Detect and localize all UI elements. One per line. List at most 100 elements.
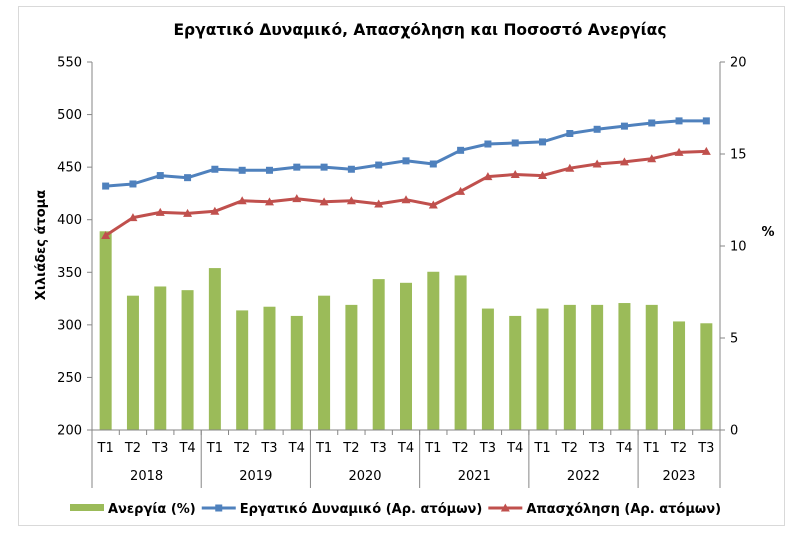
unemployment-bar [427, 271, 440, 430]
unemployment-bar [208, 268, 221, 430]
employment-marker [538, 171, 548, 180]
labour-force-marker [102, 182, 110, 190]
unemployment-bar [645, 304, 658, 430]
employment-marker [619, 157, 629, 166]
employment-marker [101, 230, 111, 239]
year-label: 2023 [662, 469, 695, 484]
x-tick-label: T1 [97, 441, 114, 456]
employment-marker [346, 196, 356, 205]
employment-marker [428, 200, 438, 209]
y-axis-title: Χιλιάδες άτομα [34, 190, 49, 300]
labour-force-marker [457, 146, 465, 154]
x-tick-label: T2 [451, 441, 468, 456]
labour-force-marker [429, 160, 437, 168]
unemployment-bar [509, 315, 522, 430]
labour-force-marker [702, 117, 710, 125]
x-tick-label: T2 [342, 441, 359, 456]
employment-marker [401, 195, 411, 204]
x-tick-label: T1 [315, 441, 332, 456]
labour-force-line [105, 119, 707, 188]
employment-marker [701, 146, 711, 155]
y2-tick-label: 15 [730, 148, 747, 163]
y-tick-label: 350 [57, 266, 82, 281]
unemployment-bar [454, 275, 467, 430]
labour-force-marker [539, 138, 547, 146]
unemployment-bar [700, 323, 713, 430]
legend-item-2-marker [500, 503, 510, 512]
employment-marker [456, 186, 466, 195]
lines-layer [101, 117, 711, 239]
unemployment-bar [591, 304, 604, 430]
labour-force-marker [265, 166, 273, 174]
x-tick-label: T2 [670, 441, 687, 456]
x-tick-label: T4 [178, 441, 195, 456]
unemployment-bar [673, 321, 686, 430]
legend-item-1-marker [215, 504, 223, 512]
x-tick-label: T3 [479, 441, 496, 456]
x-tick-label: T4 [506, 441, 523, 456]
labour-force-marker [238, 166, 246, 174]
labour-force-marker [484, 140, 492, 148]
labour-force-marker [675, 117, 683, 125]
y2-tick-label: 10 [730, 240, 747, 255]
year-label: 2018 [130, 469, 163, 484]
employment-marker [483, 172, 493, 181]
unemployment-bar [154, 286, 167, 430]
unemployment-bar [181, 290, 194, 430]
employment-marker [565, 163, 575, 172]
unemployment-bar [99, 231, 112, 430]
labour-force-marker [347, 165, 355, 173]
labour-force-marker [211, 165, 219, 173]
labour-force-marker [402, 157, 410, 165]
y2-axis-title: % [761, 225, 774, 240]
y2-tick-label: 0 [730, 424, 738, 439]
labour-force-marker [593, 125, 601, 133]
unemployment-bar [536, 308, 549, 430]
legend-item-2-label: Απασχόληση (Αρ. ατόμων) [526, 502, 721, 517]
y-tick-label: 500 [57, 108, 82, 123]
x-tick-label: T1 [206, 441, 223, 456]
year-label: 2020 [348, 469, 381, 484]
x-tick-label: T3 [260, 441, 277, 456]
labour-force-marker [184, 174, 192, 182]
labour-force-marker [156, 172, 164, 180]
employment-marker [210, 206, 220, 215]
labour-force-marker [375, 161, 383, 169]
unemployment-bar [345, 304, 358, 430]
y-tick-label: 400 [57, 213, 82, 228]
employment-marker [155, 207, 165, 216]
employment-marker [264, 197, 274, 206]
legend-item-1-label: Εργατικό Δυναμικό (Αρ. ατόμων) [240, 502, 483, 517]
employment-marker [674, 147, 684, 156]
labour-force-marker [129, 180, 137, 188]
year-label: 2022 [567, 469, 600, 484]
x-tick-label: T3 [151, 441, 168, 456]
y-tick-label: 250 [57, 371, 82, 386]
labour-force-marker [511, 139, 519, 147]
labour-force-marker [293, 163, 301, 171]
y2-tick-label: 5 [730, 332, 738, 347]
employment-marker [647, 154, 657, 163]
x-tick-label: T1 [533, 441, 550, 456]
x-tick-label: T4 [615, 441, 632, 456]
unemployment-bar [400, 282, 412, 430]
labour-force-marker [648, 119, 656, 127]
year-label: 2019 [239, 469, 272, 484]
chart-frame [18, 6, 785, 526]
y-tick-label: 200 [57, 424, 82, 439]
y-tick-label: 450 [57, 161, 82, 176]
axes-layer: 200 250 300 350 400 450 500 550 0 5 10 15 20 T1 T2 T3 T4… [57, 56, 747, 488]
x-tick-label: T1 [424, 441, 441, 456]
unemployment-bar [126, 295, 139, 430]
unemployment-bar [563, 304, 576, 430]
x-tick-label: T4 [288, 441, 305, 456]
employment-marker [592, 159, 602, 168]
x-tick-label: T2 [233, 441, 250, 456]
legend-item-0-swatch [70, 504, 104, 511]
employment-marker [319, 197, 329, 206]
unemployment-bar [318, 295, 331, 430]
bars-layer [99, 231, 713, 430]
unemployment-bar [618, 303, 631, 430]
labour-force-marker [320, 163, 328, 171]
x-tick-label: T3 [697, 441, 714, 456]
